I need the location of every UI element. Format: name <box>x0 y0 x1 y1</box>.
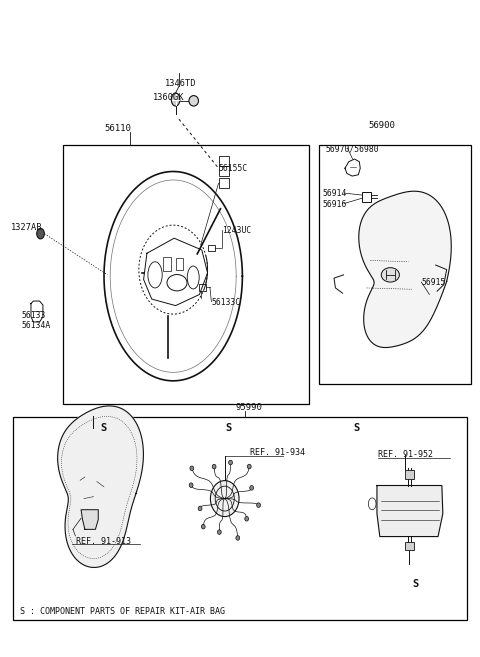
Ellipse shape <box>189 96 199 106</box>
Bar <box>319 145 471 384</box>
Text: 56110: 56110 <box>104 124 131 133</box>
Ellipse shape <box>210 481 239 516</box>
Bar <box>218 178 229 188</box>
Text: S: S <box>225 423 231 433</box>
Ellipse shape <box>212 464 216 469</box>
Text: 56133: 56133 <box>22 311 46 320</box>
Ellipse shape <box>236 535 240 540</box>
Text: 1327AB: 1327AB <box>11 223 42 232</box>
Bar <box>218 156 229 166</box>
Ellipse shape <box>36 229 44 239</box>
Text: REF. 91-934: REF. 91-934 <box>250 448 304 457</box>
Ellipse shape <box>250 486 253 490</box>
Text: 56916: 56916 <box>322 200 347 209</box>
Polygon shape <box>359 191 451 348</box>
Ellipse shape <box>190 466 194 470</box>
Polygon shape <box>58 406 144 568</box>
Text: REF. 91-913: REF. 91-913 <box>76 537 132 545</box>
Bar <box>199 284 206 290</box>
Bar <box>63 145 309 404</box>
Ellipse shape <box>245 516 249 521</box>
Text: S: S <box>354 423 360 433</box>
Ellipse shape <box>198 506 202 510</box>
Text: 56900: 56900 <box>369 121 396 130</box>
Text: 56914: 56914 <box>322 189 347 198</box>
Text: S: S <box>101 423 107 433</box>
Bar <box>362 193 371 202</box>
Bar <box>163 256 171 271</box>
Bar <box>176 258 183 269</box>
Text: 56134A: 56134A <box>22 321 51 330</box>
Polygon shape <box>81 510 98 530</box>
Ellipse shape <box>217 530 221 534</box>
Text: 56970/56980: 56970/56980 <box>326 144 380 153</box>
Ellipse shape <box>381 267 399 282</box>
Text: 95990: 95990 <box>235 403 262 411</box>
Text: 1346TD: 1346TD <box>165 79 196 87</box>
Text: S: S <box>412 579 419 589</box>
Ellipse shape <box>228 460 232 464</box>
Text: 1243UC: 1243UC <box>222 226 251 235</box>
Ellipse shape <box>257 503 261 507</box>
Ellipse shape <box>189 483 193 487</box>
Text: 56915: 56915 <box>421 278 446 287</box>
Ellipse shape <box>201 524 205 529</box>
Text: REF. 91-952: REF. 91-952 <box>378 449 433 459</box>
Bar <box>13 417 467 620</box>
Text: S : COMPONENT PARTS OF REPAIR KIT-AIR BAG: S : COMPONENT PARTS OF REPAIR KIT-AIR BA… <box>21 606 226 616</box>
Polygon shape <box>377 486 443 537</box>
Bar <box>207 245 215 251</box>
Text: 56155C: 56155C <box>218 164 248 173</box>
Text: 56133C: 56133C <box>211 298 240 307</box>
Bar <box>405 470 414 479</box>
Ellipse shape <box>171 93 180 106</box>
Text: 1360GK: 1360GK <box>153 93 185 102</box>
Ellipse shape <box>247 464 251 469</box>
Bar <box>218 166 229 176</box>
Bar <box>405 542 414 550</box>
